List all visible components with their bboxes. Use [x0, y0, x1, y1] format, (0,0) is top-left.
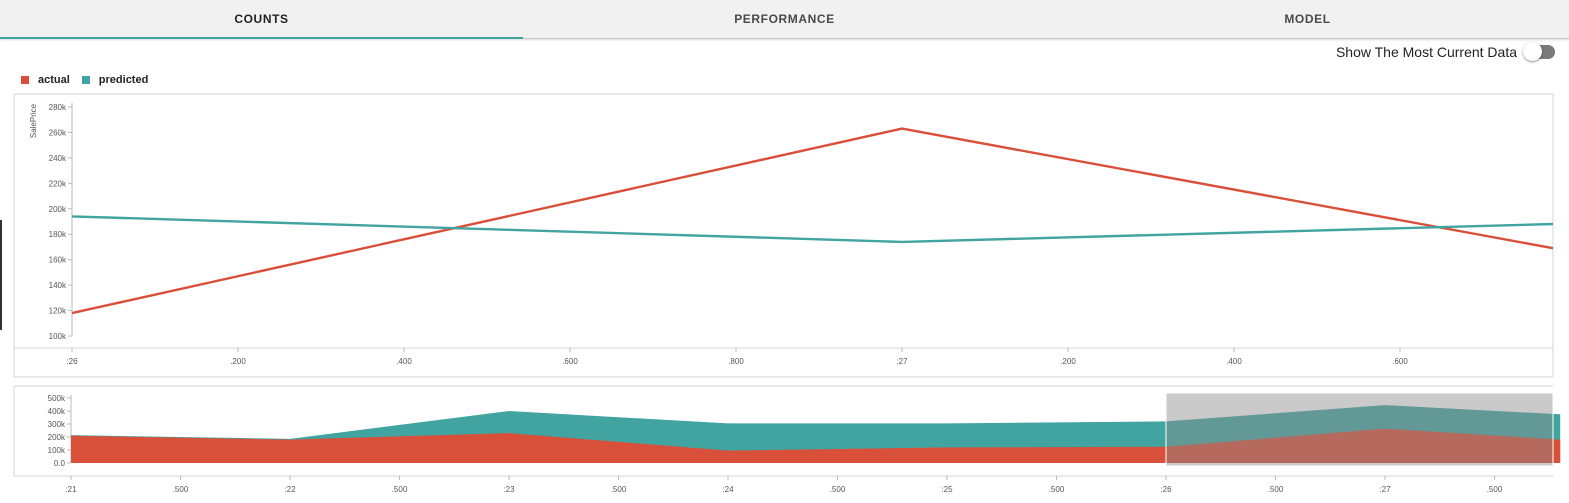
- legend-swatch-actual: [21, 76, 29, 84]
- main-x-tick-label: .600: [562, 357, 578, 366]
- overview-x-tick-label: :24: [722, 485, 734, 494]
- main-y-axis-title: SalePrice: [29, 103, 38, 138]
- main-y-tick-label: 120k: [49, 307, 67, 316]
- overview-x-tick-label: :26: [1160, 485, 1172, 494]
- overview-x-tick-label: .500: [1487, 485, 1503, 494]
- overview-x-tick-label: .500: [611, 485, 627, 494]
- current-data-toggle-group: Show The Most Current Data: [1335, 42, 1555, 61]
- legend-label-predicted: predicted: [98, 74, 149, 86]
- legend-label-actual: actual: [38, 74, 70, 86]
- current-data-toggle-label: Show The Most Current Data: [1335, 44, 1517, 60]
- overview-x-tick-label: :21: [65, 485, 77, 494]
- legend-item-predicted[interactable]: predicted: [81, 74, 149, 86]
- main-y-tick-label: 140k: [49, 281, 67, 290]
- series-line-actual: [71, 127, 1554, 315]
- main-chart-frame: [13, 93, 1554, 378]
- main-y-tick-label: 220k: [49, 179, 67, 188]
- overview-x-tick-label: .500: [830, 485, 846, 494]
- overview-x-tick-label: .500: [392, 485, 408, 494]
- overview-y-tick-label: 300k: [48, 420, 66, 429]
- overview-area-actual: [71, 428, 1561, 463]
- main-x-tick-label: .400: [1226, 357, 1242, 366]
- overview-x-tick-label: .500: [1049, 485, 1065, 494]
- tab-counts[interactable]: COUNTS: [0, 0, 523, 39]
- overview-x-tick-label: :25: [941, 485, 953, 494]
- main-y-tick-label: 180k: [49, 230, 67, 239]
- legend-swatch-predicted: [81, 76, 90, 84]
- main-y-tick-label: 280k: [49, 103, 67, 112]
- overview-x-tick-label: .500: [1268, 485, 1284, 494]
- main-x-tick-label: :26: [66, 357, 78, 366]
- chart-legend: actual predicted: [21, 74, 160, 86]
- overview-y-tick-label: 400k: [48, 407, 66, 416]
- overview-y-tick-label: 100k: [48, 446, 66, 455]
- main-x-tick-label: .600: [1392, 357, 1408, 366]
- main-x-tick-label: :27: [896, 357, 908, 366]
- tab-bar: COUNTS PERFORMANCE MODEL: [0, 0, 1569, 39]
- overview-brush-selection[interactable]: [1165, 392, 1554, 467]
- main-y-tick-label: 160k: [49, 256, 67, 265]
- tab-performance[interactable]: PERFORMANCE: [734, 12, 835, 26]
- tab-model[interactable]: MODEL: [1284, 12, 1331, 26]
- legend-item-actual[interactable]: actual: [21, 74, 70, 86]
- overview-y-tick-label: 200k: [48, 433, 66, 442]
- main-y-tick-label: 240k: [49, 154, 67, 163]
- overview-x-tick-label: :27: [1379, 485, 1391, 494]
- overview-x-tick-label: :22: [284, 485, 296, 494]
- overview-x-tick-label: .500: [173, 485, 189, 494]
- main-x-tick-label: .200: [230, 357, 246, 366]
- main-y-tick-label: 260k: [49, 128, 67, 137]
- overview-y-tick-label: 500k: [48, 394, 66, 403]
- current-data-toggle[interactable]: [1523, 42, 1555, 61]
- main-x-tick-label: .400: [396, 357, 412, 366]
- main-y-tick-label: 100k: [49, 332, 67, 341]
- series-line-predicted: [71, 215, 1554, 244]
- toggle-knob[interactable]: [1523, 42, 1542, 61]
- sidebar-edge: [0, 220, 2, 330]
- main-x-tick-label: .800: [728, 357, 744, 366]
- overview-x-tick-label: :23: [503, 485, 515, 494]
- main-x-tick-label: .200: [1060, 357, 1076, 366]
- main-y-tick-label: 200k: [49, 205, 67, 214]
- overview-y-tick-label: 0.0: [54, 459, 66, 468]
